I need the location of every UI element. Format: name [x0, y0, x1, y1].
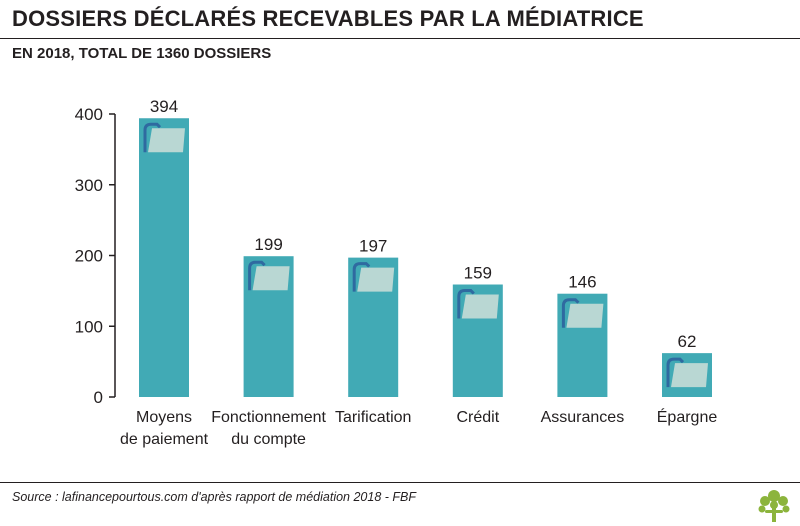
folder-icon — [352, 262, 371, 292]
folder-icon — [457, 289, 475, 319]
folder-icon — [561, 298, 580, 328]
chart-subtitle: EN 2018, TOTAL DE 1360 DOSSIERS — [12, 45, 272, 62]
folder-icon — [143, 122, 162, 153]
x-tick-label: Crédit — [456, 409, 499, 426]
title-divider — [0, 38, 800, 39]
y-tick-label: 200 — [75, 247, 103, 266]
bar-chart: 0 100 200 300 400 394 Moyens de paiement 199 Fonc… — [75, 97, 718, 448]
x-tick-label: de paiement — [120, 431, 209, 448]
data-label: 159 — [464, 264, 492, 283]
folder-icon — [248, 260, 266, 291]
footer-divider — [0, 482, 800, 483]
folder-icon — [671, 363, 708, 388]
source-note: Source : lafinancepourtous.com d'après r… — [12, 490, 416, 504]
x-tick-label: Épargne — [657, 407, 718, 426]
folder-icon — [148, 128, 185, 153]
folder-icon — [566, 303, 604, 328]
y-tick-label: 400 — [75, 105, 103, 124]
data-label: 197 — [359, 237, 387, 256]
folder-icon — [666, 357, 685, 388]
y-tick-label: 300 — [75, 176, 103, 195]
x-tick-label: du compte — [231, 431, 306, 448]
tree-logo-icon — [758, 490, 790, 522]
data-label: 394 — [150, 97, 178, 116]
x-tick-label: Tarification — [335, 409, 411, 426]
folder-icon — [357, 267, 395, 292]
bar — [139, 118, 189, 398]
y-tick-label: 100 — [75, 317, 103, 336]
data-label: 146 — [568, 273, 596, 292]
x-tick-label: Moyens — [136, 409, 192, 426]
folder-icon — [461, 294, 499, 319]
x-tick-label: Fonctionnement — [211, 409, 326, 426]
y-tick-label: 0 — [94, 388, 103, 407]
chart-title: DOSSIERS DÉCLARÉS RECEVABLES PAR LA MÉDI… — [12, 6, 644, 31]
data-label: 62 — [678, 332, 697, 351]
folder-icon — [252, 266, 290, 291]
x-tick-label: Assurances — [541, 409, 625, 426]
data-label: 199 — [254, 235, 282, 254]
